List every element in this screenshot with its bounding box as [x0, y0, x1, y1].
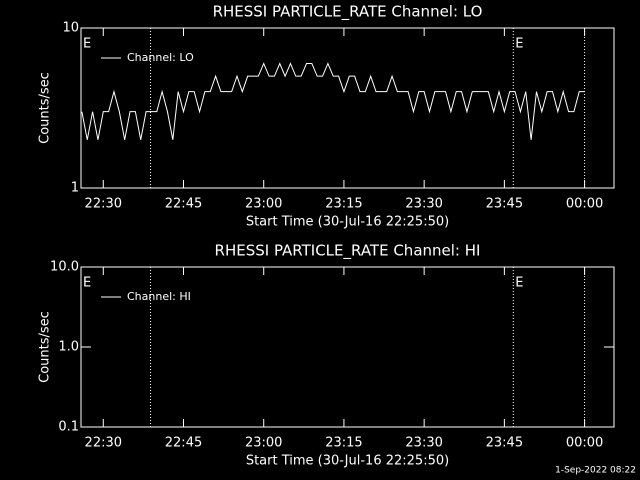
x-tick-label: 23:30 [405, 436, 442, 451]
x-tick-label: 22:30 [85, 436, 122, 451]
y-axis-label: Counts/sec [38, 72, 53, 144]
x-tick-label: 23:45 [486, 197, 523, 212]
x-tick-label: 23:00 [245, 197, 282, 212]
legend-label: Channel: HI [127, 290, 191, 303]
x-axis-label: Start Time (30-Jul-16 22:25:50) [246, 454, 449, 469]
y-tick-label: 10.0 [50, 260, 79, 275]
annotation: E [515, 37, 523, 52]
x-tick-label: 00:00 [566, 197, 603, 212]
x-tick-label: 23:15 [325, 197, 362, 212]
chart-title: RHESSI PARTICLE_RATE Channel: HI [215, 242, 481, 261]
chart-title: RHESSI PARTICLE_RATE Channel: LO [213, 3, 483, 22]
plot-frame [80, 27, 615, 189]
annotation: E [83, 276, 91, 291]
x-tick-label: 23:15 [325, 436, 362, 451]
y-tick-label: 1 [71, 181, 79, 196]
x-tick-label: 22:30 [85, 197, 122, 212]
x-tick-label: 23:00 [245, 436, 282, 451]
x-axis-label: Start Time (30-Jul-16 22:25:50) [246, 215, 449, 230]
x-tick-label: 23:30 [405, 197, 442, 212]
y-tick-label: 1.0 [58, 340, 79, 355]
x-tick-label: 00:00 [566, 436, 603, 451]
footer: 1-Sep-2022 08:22 [555, 466, 636, 476]
y-tick-label: 0.1 [58, 420, 79, 435]
x-tick-label: 22:45 [165, 197, 202, 212]
x-tick-label: 23:45 [486, 436, 523, 451]
annotation: E [515, 276, 523, 291]
data-line [81, 62, 585, 140]
annotation: E [83, 37, 91, 52]
x-tick-label: 22:45 [165, 436, 202, 451]
legend-label: Channel: LO [127, 51, 194, 64]
y-tick-label: 10 [62, 21, 79, 36]
y-axis-label: Counts/sec [38, 311, 53, 383]
